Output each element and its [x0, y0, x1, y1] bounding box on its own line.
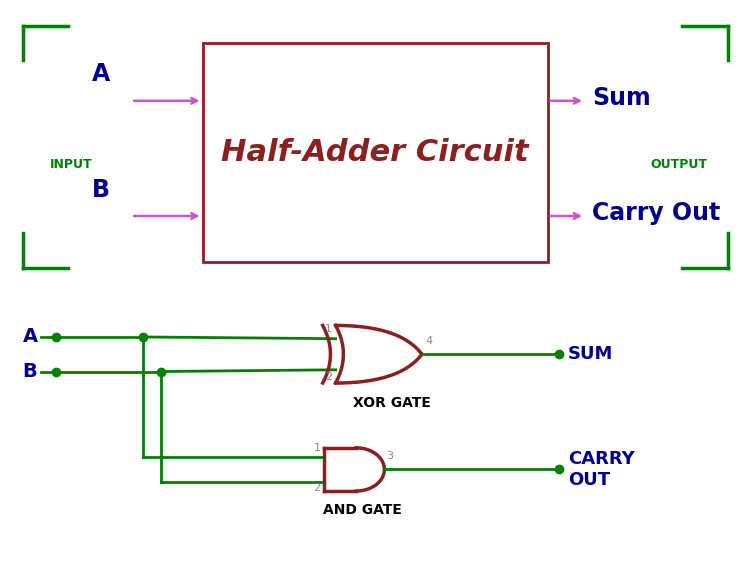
- Text: A: A: [22, 328, 38, 346]
- Text: Sum: Sum: [592, 86, 651, 110]
- Text: 1: 1: [325, 324, 332, 334]
- Bar: [202, 43, 548, 262]
- Text: INPUT: INPUT: [50, 158, 92, 170]
- Text: A: A: [92, 62, 110, 86]
- Text: 4: 4: [426, 336, 433, 346]
- Text: OUT: OUT: [568, 471, 610, 489]
- Text: 1: 1: [314, 443, 321, 453]
- Text: AND GATE: AND GATE: [323, 503, 402, 517]
- Text: B: B: [92, 177, 110, 202]
- Text: CARRY: CARRY: [568, 450, 634, 468]
- Text: 3: 3: [387, 452, 394, 461]
- Text: Carry Out: Carry Out: [592, 201, 721, 225]
- Text: OUTPUT: OUTPUT: [650, 158, 707, 170]
- Text: SUM: SUM: [568, 345, 614, 363]
- Text: 2: 2: [325, 372, 332, 381]
- Text: B: B: [22, 362, 38, 381]
- Text: XOR GATE: XOR GATE: [352, 396, 430, 410]
- Text: Half-Adder Circuit: Half-Adder Circuit: [221, 138, 529, 167]
- Text: 2: 2: [314, 483, 321, 493]
